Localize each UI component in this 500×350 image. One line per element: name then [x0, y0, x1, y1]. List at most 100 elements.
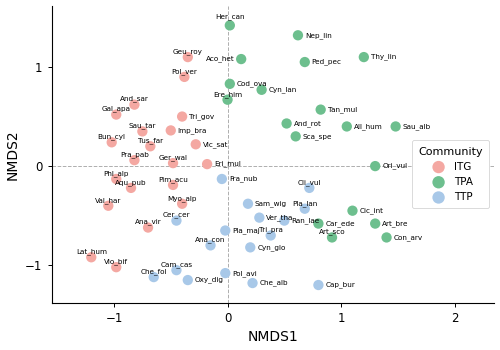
- TPA: [392, 124, 400, 129]
- TPA: [237, 56, 245, 62]
- TTP: [206, 243, 214, 248]
- Text: Ana_vir: Ana_vir: [134, 219, 162, 225]
- ITG: [180, 74, 188, 80]
- Text: Cic_int: Cic_int: [360, 207, 384, 214]
- TTP: [150, 274, 158, 280]
- ITG: [108, 140, 116, 145]
- Text: Pra_pab: Pra_pab: [120, 151, 149, 158]
- Text: Sau_alb: Sau_alb: [402, 123, 431, 130]
- TTP: [184, 277, 192, 283]
- TPA: [348, 208, 356, 213]
- ITG: [192, 141, 200, 147]
- ITG: [130, 158, 138, 163]
- Text: Thy_lin: Thy_lin: [371, 54, 396, 61]
- Text: Pim_acu: Pim_acu: [158, 176, 188, 183]
- Text: Sca_spe: Sca_spe: [302, 133, 332, 140]
- Text: Oxy_dig: Oxy_dig: [194, 277, 224, 284]
- Text: Ere_him: Ere_him: [213, 91, 242, 98]
- ITG: [112, 264, 120, 270]
- TTP: [248, 280, 256, 286]
- TPA: [371, 163, 379, 169]
- TTP: [222, 270, 230, 276]
- TTP: [218, 176, 226, 182]
- Text: Pla_lan: Pla_lan: [292, 200, 318, 206]
- Text: Val_har: Val_har: [95, 197, 122, 204]
- Text: Pol_avi: Pol_avi: [232, 270, 257, 276]
- Text: Fra_nub: Fra_nub: [229, 176, 257, 182]
- Text: Cap_bur: Cap_bur: [326, 282, 355, 288]
- Text: Ver_tha: Ver_tha: [266, 214, 293, 221]
- TTP: [222, 228, 230, 233]
- ITG: [144, 225, 152, 230]
- Text: Phl_alp: Phl_alp: [104, 170, 129, 177]
- Text: Geu_roy: Geu_roy: [173, 48, 203, 55]
- Y-axis label: NMDS2: NMDS2: [6, 129, 20, 180]
- Text: And_sar: And_sar: [120, 96, 149, 103]
- TPA: [371, 221, 379, 226]
- TTP: [314, 282, 322, 288]
- ITG: [178, 114, 186, 119]
- ITG: [146, 144, 154, 149]
- Text: Sam_wig: Sam_wig: [255, 201, 287, 207]
- ITG: [112, 176, 120, 182]
- Text: Pol_ver: Pol_ver: [172, 68, 198, 75]
- Text: Con_arv: Con_arv: [394, 234, 422, 241]
- Text: Cod_ova: Cod_ova: [237, 80, 268, 87]
- X-axis label: NMDS1: NMDS1: [248, 330, 298, 344]
- Text: Ger_wal: Ger_wal: [158, 154, 188, 161]
- Text: Aco_het: Aco_het: [206, 56, 234, 62]
- Text: Che_alb: Che_alb: [260, 280, 288, 286]
- Text: Tus_far: Tus_far: [138, 137, 163, 144]
- ITG: [127, 185, 135, 191]
- Text: Gal_apa: Gal_apa: [102, 106, 130, 112]
- Text: Tri_pra: Tri_pra: [259, 226, 282, 233]
- Text: Eri_mul: Eri_mul: [214, 161, 241, 168]
- TPA: [314, 221, 322, 226]
- ITG: [203, 161, 211, 167]
- ITG: [178, 201, 186, 206]
- Text: Myo_alp: Myo_alp: [168, 195, 197, 202]
- Text: Imp_bra: Imp_bra: [178, 127, 207, 134]
- TTP: [256, 215, 264, 220]
- Text: Car_ede: Car_ede: [326, 220, 355, 227]
- TPA: [301, 59, 309, 65]
- TTP: [244, 201, 252, 206]
- TTP: [246, 245, 254, 250]
- Text: Ran_lae: Ran_lae: [292, 217, 320, 224]
- ITG: [88, 254, 96, 260]
- Text: Cyn_lan: Cyn_lan: [268, 86, 297, 93]
- TPA: [343, 124, 351, 129]
- ITG: [184, 54, 192, 60]
- Text: Her_can: Her_can: [215, 14, 244, 20]
- TTP: [301, 206, 309, 211]
- TPA: [226, 23, 234, 28]
- Text: Cam_cas: Cam_cas: [160, 261, 192, 268]
- TPA: [316, 107, 324, 112]
- TPA: [226, 81, 234, 87]
- Text: Bun_cyl: Bun_cyl: [98, 133, 126, 140]
- TTP: [172, 267, 180, 273]
- Text: Tri_gov: Tri_gov: [189, 113, 214, 120]
- TPA: [328, 234, 336, 240]
- Text: And_rot: And_rot: [294, 120, 322, 127]
- Text: Sau_tar: Sau_tar: [128, 122, 156, 129]
- ITG: [130, 102, 138, 107]
- TPA: [292, 134, 300, 139]
- Text: Cli_vul: Cli_vul: [298, 179, 321, 186]
- Text: Cer_cer: Cer_cer: [162, 212, 190, 218]
- TPA: [258, 87, 266, 93]
- TTP: [172, 218, 180, 223]
- Text: Art_sco: Art_sco: [318, 229, 345, 235]
- TPA: [282, 121, 290, 126]
- Text: Nep_lin: Nep_lin: [305, 32, 332, 38]
- ITG: [169, 160, 177, 166]
- ITG: [112, 112, 120, 117]
- ITG: [104, 203, 112, 209]
- Text: Vic_sat: Vic_sat: [202, 141, 228, 148]
- Text: Ori_vul: Ori_vul: [382, 163, 407, 169]
- Text: All_hum: All_hum: [354, 123, 382, 130]
- TPA: [360, 54, 368, 60]
- TTP: [266, 233, 274, 238]
- Text: Aqu_pub: Aqu_pub: [115, 179, 147, 186]
- TPA: [294, 33, 302, 38]
